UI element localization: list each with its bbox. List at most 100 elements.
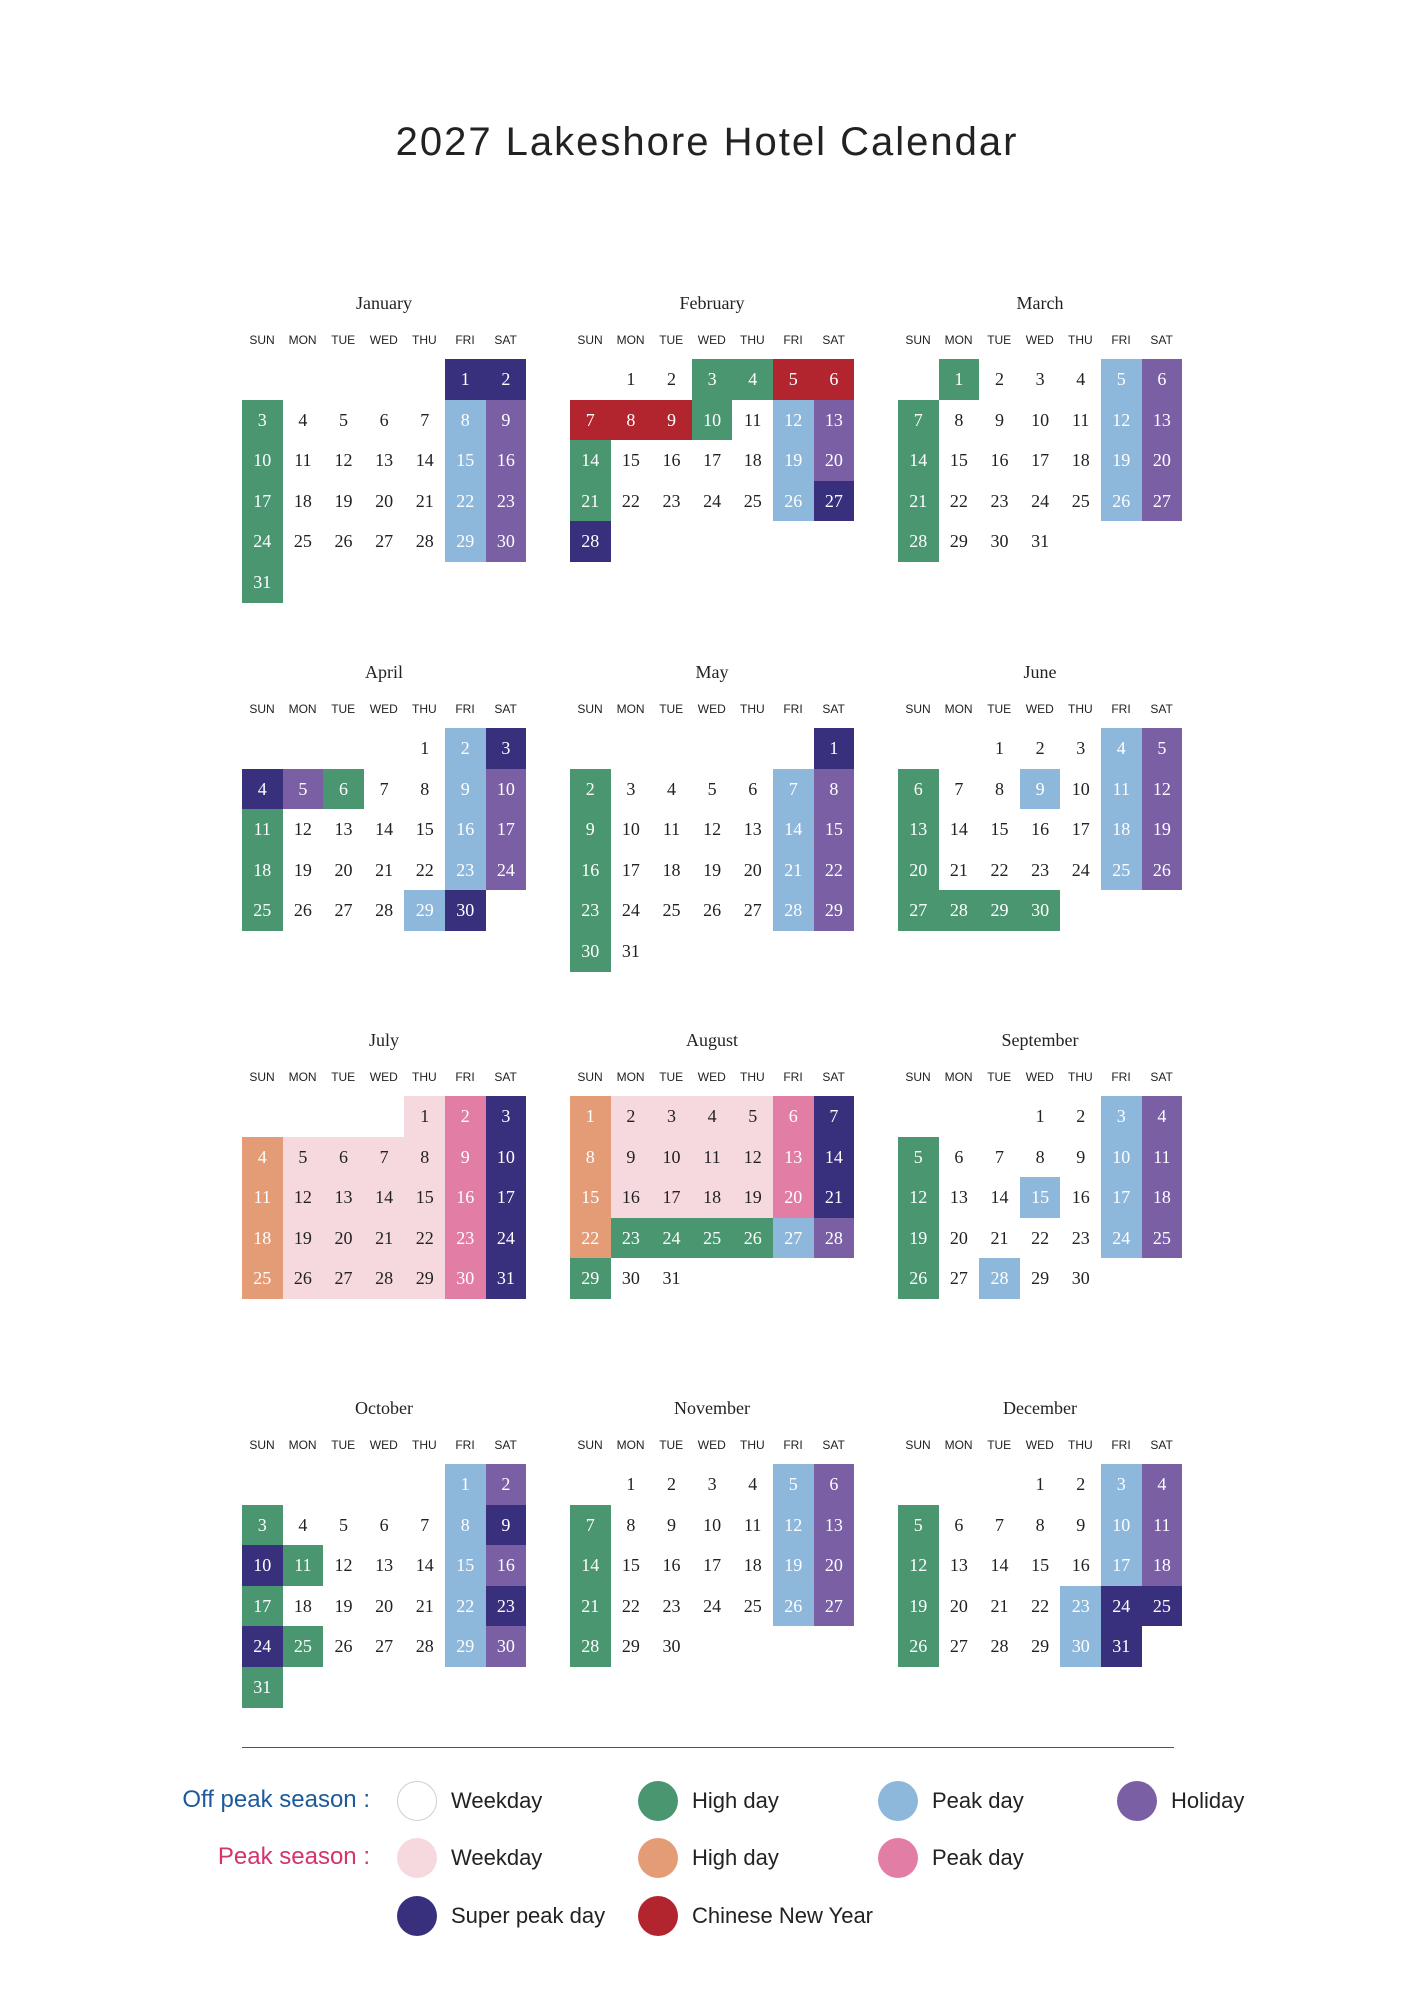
day-cell: 15 xyxy=(1031,1555,1050,1576)
day-cell: 18 xyxy=(743,1555,762,1576)
day-cell: 4 xyxy=(1101,728,1142,769)
day-cell: 25 xyxy=(662,900,681,921)
day-cell: 16 xyxy=(1031,819,1050,840)
day-cell: 1 xyxy=(813,728,855,769)
day-cell: 11 xyxy=(744,1514,762,1535)
day-cell: 20 xyxy=(813,1545,855,1586)
day-cell: 10 xyxy=(485,768,527,810)
month-september: September SUN MON TUE WED THU FRI SAT 1 2 3 4 5 6 7 8 9 1… xyxy=(898,1030,1183,1350)
day-cell: 17 xyxy=(242,1585,283,1627)
day-cell: 11 xyxy=(1101,768,1142,810)
day-cell: 29 xyxy=(445,521,486,562)
day-cell: 11 xyxy=(662,819,681,840)
day-cell: 15 xyxy=(621,1555,640,1576)
day-cell: 30 xyxy=(1019,890,1061,931)
day-cell: 3 xyxy=(1035,369,1045,389)
day-cell: 27 xyxy=(334,900,353,921)
weekday-header: SUN MON TUE WED THU FRI SAT xyxy=(242,1438,526,1454)
weekday-label: MON xyxy=(944,333,973,347)
day-cell: 21 xyxy=(570,480,611,522)
month-may: May SUN MON TUE WED THU FRI SAT 1 2 3 4 5 6 7 8 9 10 11 12 1… xyxy=(570,662,855,982)
weekday-label: FRI xyxy=(1111,1438,1131,1452)
legend-item-weekday-off: Weekday xyxy=(397,1778,542,1824)
day-cell: 20 xyxy=(375,490,394,511)
day-cell: 12 xyxy=(334,1555,353,1576)
day-grid: 1 2 3 4 5 6 7 8 9 10 11 12 13 14 15 16 17 18 19 20 21 22 23 24 2… xyxy=(570,1096,855,1336)
day-cell: 2 xyxy=(610,1096,652,1137)
weekday-header: SUN MON TUE WED THU FRI SAT xyxy=(570,702,854,718)
day-cell: 17 xyxy=(485,1177,527,1218)
day-cell: 17 xyxy=(1031,450,1050,471)
day-cell: 25 xyxy=(242,890,283,931)
weekday-header: SUN MON TUE WED THU FRI SAT xyxy=(570,333,854,349)
day-cell: 16 xyxy=(662,1555,681,1576)
day-cell: 27 xyxy=(813,480,855,522)
day-cell: 28 xyxy=(813,1217,855,1259)
day-cell: 18 xyxy=(242,1217,283,1259)
day-cell: 8 xyxy=(626,1514,636,1535)
day-cell: 10 xyxy=(621,819,640,840)
day-cell: 20 xyxy=(898,849,939,891)
weekday-label: FRI xyxy=(1111,333,1131,347)
day-cell: 20 xyxy=(949,1595,968,1616)
weekday-header: SUN MON TUE WED THU FRI SAT xyxy=(570,1070,854,1086)
day-cell: 6 xyxy=(1141,359,1183,400)
weekday-label: FRI xyxy=(455,333,475,347)
day-cell: 11 xyxy=(242,809,283,850)
day-cell: 15 xyxy=(949,450,968,471)
day-cell: 22 xyxy=(1031,1227,1050,1248)
day-cell: 1 xyxy=(404,1096,445,1137)
weekday-label: FRI xyxy=(455,702,475,716)
day-cell: 17 xyxy=(242,480,283,522)
day-cell: 21 xyxy=(570,1585,611,1627)
day-cell: 9 xyxy=(570,809,611,850)
day-cell: 5 xyxy=(338,409,348,430)
day-cell: 24 xyxy=(485,1217,527,1259)
legend-label: Peak day xyxy=(932,1845,1024,1870)
weekday-header: SUN MON TUE WED THU FRI SAT xyxy=(242,333,526,349)
day-cell: 21 xyxy=(898,480,939,522)
page-title: 2027 Lakeshore Hotel Calendar xyxy=(395,120,1019,164)
day-cell: 26 xyxy=(773,480,814,522)
day-cell: 14 xyxy=(949,819,968,840)
day-cell: 6 xyxy=(323,768,364,810)
day-cell: 9 xyxy=(1019,768,1061,810)
day-cell: 15 xyxy=(990,819,1009,840)
day-cell: 16 xyxy=(1071,1555,1090,1576)
day-cell: 31 xyxy=(485,1258,527,1299)
day-cell: 14 xyxy=(570,440,611,481)
day-cell: 14 xyxy=(415,1555,434,1576)
weekday-label: SUN xyxy=(577,702,603,716)
weekday-label: SUN xyxy=(249,1438,275,1452)
day-cell: 26 xyxy=(334,1636,353,1657)
day-cell: 23 xyxy=(1060,1585,1101,1627)
weekday-label: MON xyxy=(288,702,317,716)
day-cell: 20 xyxy=(949,1227,968,1248)
weekday-label: WED xyxy=(369,1070,398,1084)
day-cell: 5 xyxy=(1141,728,1183,769)
weekday-label: WED xyxy=(697,1438,726,1452)
month-november: November SUN MON TUE WED THU FRI SAT 1 2 3 4 5 6 7 8 9 10… xyxy=(570,1398,855,1718)
day-cell: 23 xyxy=(1031,859,1050,880)
day-cell: 13 xyxy=(743,819,762,840)
weekday-label: SUN xyxy=(577,1438,603,1452)
day-cell: 30 xyxy=(662,1636,681,1657)
day-cell: 15 xyxy=(813,809,855,850)
day-cell: 7 xyxy=(570,1504,611,1546)
day-cell: 27 xyxy=(375,531,394,552)
day-cell: 18 xyxy=(293,490,312,511)
day-cell: 11 xyxy=(1072,409,1090,430)
day-cell: 30 xyxy=(1071,1268,1090,1289)
weekday-label: TUE xyxy=(331,1070,356,1084)
weekday-label: MON xyxy=(616,702,645,716)
weekday-label: TUE xyxy=(659,1070,684,1084)
day-cell: 6 xyxy=(954,1514,964,1535)
day-cell: 10 xyxy=(485,1136,527,1178)
day-cell: 21 xyxy=(375,859,394,880)
weekday-label: WED xyxy=(697,333,726,347)
day-cell: 1 xyxy=(420,738,430,758)
day-cell: 30 xyxy=(570,931,611,972)
peak-season-label: Peak season : xyxy=(217,1843,370,1870)
day-cell: 10 xyxy=(1031,409,1050,430)
day-cell: 20 xyxy=(743,859,762,880)
